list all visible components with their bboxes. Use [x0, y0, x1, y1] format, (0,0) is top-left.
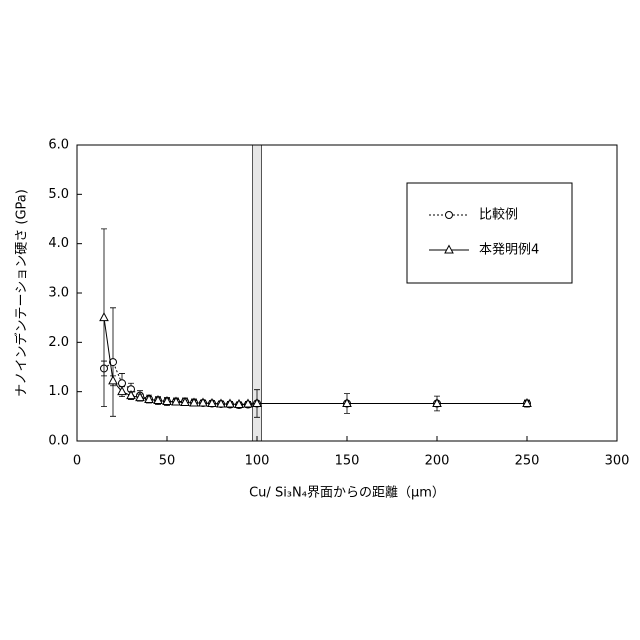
x-tick-label: 100 — [245, 454, 270, 469]
x-tick-label: 250 — [515, 454, 540, 469]
legend-label: 比較例 — [479, 208, 518, 223]
y-tick-label: 6.0 — [48, 138, 69, 153]
x-tick-label: 150 — [335, 454, 360, 469]
x-tick-label: 50 — [159, 454, 176, 469]
x-tick-label: 200 — [425, 454, 450, 469]
legend-box — [407, 183, 572, 283]
legend-label: 本発明例4 — [479, 243, 539, 258]
chart: Cu/ Si₃N₄界面からの距離（μm） ナノインデンテーション硬さ (GPa)… — [0, 0, 640, 640]
y-tick-label: 3.0 — [48, 286, 69, 301]
y-tick-label: 2.0 — [48, 335, 69, 350]
y-tick-label: 4.0 — [48, 236, 69, 251]
x-tick-label: 0 — [73, 454, 81, 469]
legend-marker — [446, 212, 453, 219]
y-tick-label: 5.0 — [48, 187, 69, 202]
background — [0, 0, 640, 640]
point — [119, 380, 126, 387]
y-axis-label: ナノインデンテーション硬さ (GPa) — [14, 189, 30, 397]
x-axis-label: Cu/ Si₃N₄界面からの距離（μm） — [249, 486, 445, 501]
x-tick-label: 300 — [605, 454, 630, 469]
y-tick-label: 0.0 — [48, 434, 69, 449]
y-tick-label: 1.0 — [48, 384, 69, 399]
